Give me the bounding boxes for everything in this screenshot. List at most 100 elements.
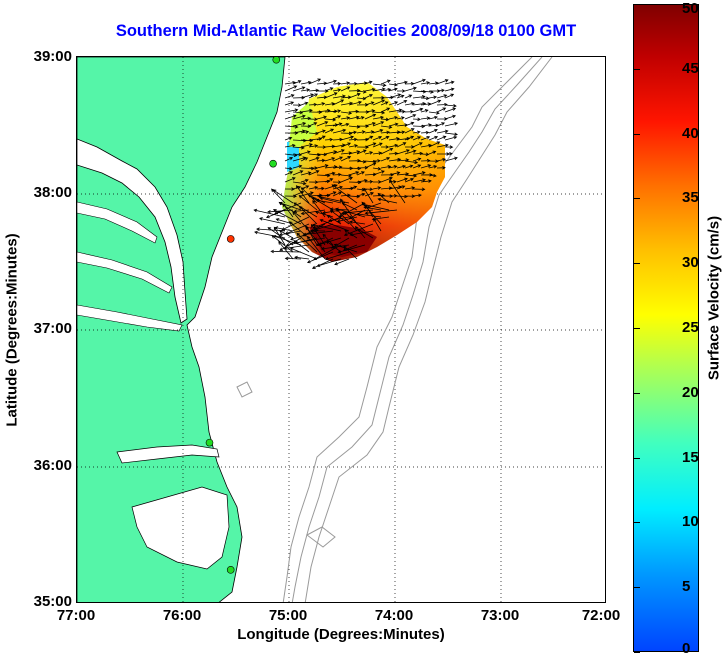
- station-marker[interactable]: [226, 235, 235, 243]
- velocity-arrow: [444, 107, 457, 113]
- velocity-arrow: [372, 128, 384, 134]
- velocity-arrow: [361, 201, 382, 225]
- velocity-arrow: [300, 130, 310, 134]
- station-marker[interactable]: [226, 566, 235, 574]
- velocity-arrow: [300, 101, 309, 106]
- colorbar-tick-mark: [634, 522, 640, 524]
- colorbar-tick-label: 35: [682, 189, 699, 207]
- velocity-arrow: [388, 179, 397, 184]
- velocity-arrow: [420, 130, 430, 135]
- velocity-arrow: [344, 229, 358, 239]
- velocity-map[interactable]: [77, 57, 606, 603]
- velocity-arrow: [396, 109, 406, 114]
- velocity-arrow: [396, 116, 405, 120]
- velocity-arrow: [306, 251, 334, 264]
- colorbar-tick-label: 30: [682, 254, 699, 272]
- map-plot-area[interactable]: [76, 56, 606, 603]
- velocity-arrow: [332, 180, 342, 184]
- velocity-arrow: [332, 88, 342, 92]
- velocity-vectors: [253, 78, 459, 269]
- velocity-arrow: [428, 115, 438, 120]
- velocity-arrow: [308, 185, 319, 190]
- velocity-arrow: [404, 128, 415, 134]
- hf-radar-stations: [205, 57, 281, 574]
- velocity-arrow: [420, 164, 432, 169]
- velocity-arrow: [436, 143, 449, 148]
- station-marker[interactable]: [205, 438, 214, 447]
- velocity-arrow: [404, 94, 413, 99]
- velocity-arrow: [271, 235, 294, 253]
- velocity-arrow: [316, 115, 328, 120]
- colorbar-tick-mark: [634, 68, 640, 70]
- velocity-arrow: [364, 94, 373, 99]
- velocity-arrow: [324, 92, 338, 99]
- velocity-arrow: [388, 82, 398, 87]
- velocity-arrow: [396, 194, 408, 199]
- velocity-arrow: [348, 109, 360, 114]
- velocity-arrow: [300, 209, 326, 216]
- velocity-arrow: [348, 81, 358, 86]
- velocity-arrow: [356, 130, 366, 134]
- velocity-arrow: [428, 141, 441, 148]
- velocity-arrow: [300, 143, 313, 148]
- velocity-arrow: [324, 251, 350, 261]
- velocity-arrow: [284, 143, 296, 148]
- velocity-arrow: [428, 99, 442, 106]
- velocity-arrow: [316, 152, 328, 157]
- station-marker[interactable]: [269, 159, 277, 168]
- velocity-arrow: [316, 121, 329, 127]
- velocity-arrow: [372, 186, 382, 190]
- velocity-arrow: [308, 131, 319, 136]
- velocity-arrow: [324, 157, 336, 162]
- velocity-arrow: [428, 95, 438, 100]
- velocity-arrow: [412, 151, 424, 156]
- colorbar-label: Surface Velocity (cm/s): [705, 215, 723, 381]
- velocity-arrow: [444, 156, 458, 162]
- velocity-arrow: [396, 149, 410, 155]
- velocity-arrow: [388, 108, 403, 113]
- velocity-arrow: [332, 81, 342, 86]
- velocity-arrow: [396, 94, 405, 99]
- velocity-arrow: [317, 195, 350, 204]
- velocity-arrow: [300, 80, 312, 85]
- velocity-arrow: [284, 94, 295, 99]
- velocity-arrow: [332, 156, 343, 162]
- bathymetry-contours: [236, 57, 553, 602]
- velocity-arrow: [292, 129, 306, 134]
- velocity-arrow: [328, 216, 350, 223]
- velocity-arrow: [404, 109, 414, 114]
- velocity-arrow: [396, 142, 407, 148]
- velocity-arrow: [388, 151, 399, 156]
- y-tick-label: 38:00: [33, 184, 72, 201]
- velocity-arrow: [388, 87, 398, 92]
- velocity-arrow: [388, 171, 401, 176]
- velocity-arrow: [349, 230, 374, 237]
- potomac-river: [77, 201, 158, 244]
- colorbar-tick-mark: [634, 392, 640, 394]
- velocity-arrow: [272, 209, 302, 225]
- velocity-arrow: [332, 115, 342, 120]
- velocity-arrow: [340, 116, 351, 120]
- velocity-arrow: [348, 100, 363, 106]
- velocity-arrow: [324, 137, 334, 142]
- velocity-arrow: [316, 129, 326, 134]
- velocity-arrow: [322, 233, 334, 246]
- velocity-arrow: [364, 142, 377, 148]
- velocity-arrow: [332, 128, 347, 134]
- velocity-arrow: [300, 88, 311, 92]
- velocity-arrow: [364, 87, 376, 92]
- velocity-arrow: [278, 201, 302, 218]
- velocity-arrow: [309, 229, 326, 233]
- velocity-arrow: [444, 87, 455, 92]
- velocity-arrow: [284, 156, 294, 162]
- velocity-arrow: [292, 164, 303, 169]
- velocity-arrow: [308, 144, 319, 148]
- velocity-arrow: [311, 197, 334, 211]
- x-tick-label: 76:00: [162, 607, 202, 624]
- velocity-arrow: [373, 217, 382, 232]
- station-marker[interactable]: [272, 57, 281, 64]
- velocity-arrow: [312, 223, 342, 232]
- velocity-arrow: [412, 164, 422, 169]
- velocity-arrow: [273, 226, 286, 246]
- velocity-arrow: [332, 94, 346, 99]
